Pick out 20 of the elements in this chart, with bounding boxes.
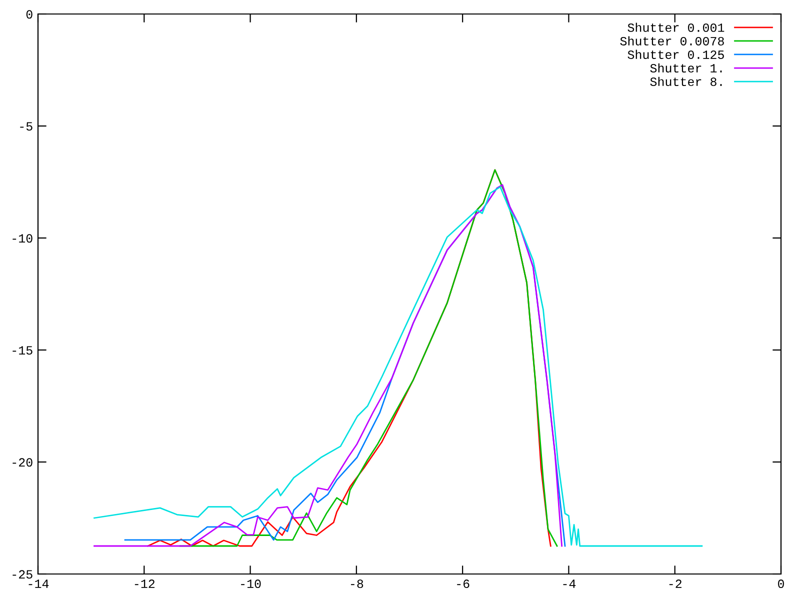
x-tick-label: -12 (134, 580, 155, 588)
legend-label: Shutter 1. (650, 63, 722, 73)
line-series (94, 186, 703, 547)
x-tick-label: -14 (28, 580, 49, 588)
y-tick-label: -25 (12, 570, 32, 579)
y-tick-label: -5 (20, 122, 32, 131)
y-tick-label: -10 (12, 234, 32, 243)
y-tick-label: -20 (12, 458, 32, 467)
x-tick-label: -10 (241, 580, 261, 588)
x-tick-label: -2 (669, 580, 682, 588)
legend-label: Shutter 0.001 (628, 22, 724, 32)
legend-label: Shutter 8. (650, 76, 722, 86)
x-tick-label: 0 (778, 580, 784, 588)
x-tick-label: -4 (563, 580, 576, 588)
x-tick-label: -6 (457, 580, 470, 588)
legend-label: Shutter 0.0078 (620, 36, 724, 46)
legend-label: Shutter 0.125 (628, 50, 724, 59)
y-tick-label: 0 (26, 10, 32, 19)
x-tick-label: -8 (350, 580, 364, 588)
y-tick-label: -15 (12, 346, 32, 355)
